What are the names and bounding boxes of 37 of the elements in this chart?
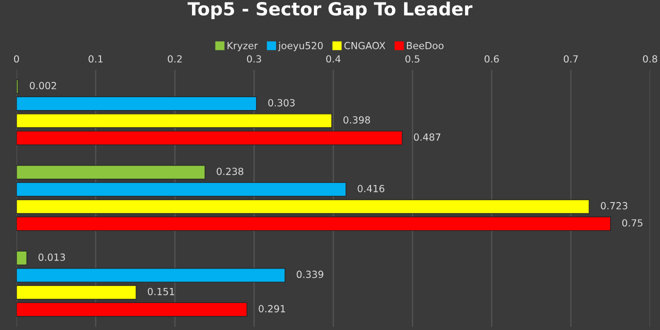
bar	[16, 268, 286, 282]
x-tick-label: 0.2	[168, 55, 182, 63]
bar	[16, 199, 590, 214]
data-label: 0.291	[258, 305, 286, 312]
data-label: 0.75	[622, 219, 642, 227]
chart-title: Top5 - Sector Gap To Leader	[188, 2, 472, 20]
legend-label: joeyu520	[278, 42, 323, 52]
bar	[16, 165, 206, 180]
data-label: 0.238	[216, 168, 244, 176]
bar	[16, 285, 136, 300]
bar	[16, 216, 611, 231]
legend-label: Kryzer	[228, 42, 258, 52]
x-tick-label: 0.3	[247, 55, 262, 63]
bar	[16, 250, 28, 266]
data-label: 0.002	[30, 82, 56, 90]
data-label: 0.487	[414, 133, 440, 141]
legend-label: BeeDoo	[406, 42, 444, 50]
bar	[16, 96, 257, 111]
data-label: 0.416	[358, 184, 384, 192]
data-label: 0.303	[268, 99, 295, 106]
x-tick-label: 0.6	[484, 55, 499, 63]
bar	[16, 182, 346, 197]
x-tick-label: 0.1	[88, 55, 103, 63]
bar	[16, 302, 248, 317]
bar	[16, 114, 332, 128]
x-tick-label: 0.7	[564, 55, 578, 63]
legend-label: CNGAOX	[344, 42, 386, 50]
data-label: 0.013	[38, 254, 65, 261]
x-tick-label: 0	[14, 55, 19, 63]
bar	[16, 130, 403, 146]
data-label: 0.339	[296, 270, 324, 278]
x-tick-label: 0.5	[405, 55, 420, 63]
data-label: 0.723	[600, 202, 628, 210]
x-tick-label: 0.4	[326, 55, 340, 63]
data-label: 0.151	[148, 288, 174, 296]
data-label: 0.398	[343, 116, 370, 124]
x-tick-label: 0.8	[643, 55, 658, 63]
